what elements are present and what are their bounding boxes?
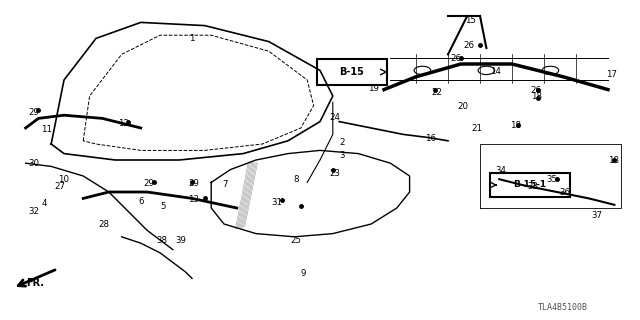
Text: 35: 35: [547, 175, 558, 184]
Text: 25: 25: [291, 236, 302, 245]
Text: 20: 20: [457, 102, 468, 111]
Text: 21: 21: [471, 124, 483, 133]
Text: 17: 17: [605, 70, 617, 79]
Text: 29: 29: [189, 179, 199, 188]
Text: 6: 6: [138, 197, 143, 206]
Text: 5: 5: [161, 202, 166, 211]
Text: 38: 38: [156, 236, 168, 245]
Text: 1: 1: [189, 34, 195, 43]
Text: 29: 29: [144, 179, 154, 188]
FancyBboxPatch shape: [317, 59, 387, 85]
Text: 26: 26: [451, 54, 462, 63]
Text: 30: 30: [28, 159, 40, 168]
Text: B-15-1: B-15-1: [513, 180, 547, 189]
Text: 33: 33: [527, 182, 539, 191]
Text: 26: 26: [463, 41, 475, 50]
Text: 14: 14: [490, 67, 502, 76]
Text: 18: 18: [607, 156, 619, 165]
Text: B-15: B-15: [340, 67, 364, 77]
FancyBboxPatch shape: [490, 173, 570, 197]
Text: 26: 26: [531, 86, 542, 95]
Text: 13: 13: [188, 195, 200, 204]
Text: 10: 10: [58, 175, 70, 184]
Text: 29: 29: [29, 108, 39, 117]
Text: 23: 23: [329, 169, 340, 178]
Text: 11: 11: [40, 125, 52, 134]
Text: TLA4B5100B: TLA4B5100B: [538, 303, 588, 312]
Text: 12: 12: [118, 119, 129, 128]
Text: 32: 32: [28, 207, 40, 216]
Text: 34: 34: [495, 166, 507, 175]
Text: 19: 19: [368, 84, 378, 93]
Text: 27: 27: [54, 182, 65, 191]
Text: 36: 36: [559, 188, 571, 197]
Text: 31: 31: [271, 198, 283, 207]
Text: 8: 8: [294, 175, 299, 184]
Text: 2: 2: [340, 138, 345, 147]
Text: 4: 4: [42, 199, 47, 208]
Text: 18: 18: [510, 121, 522, 130]
Text: 37: 37: [591, 211, 603, 220]
Text: 15: 15: [465, 16, 476, 25]
Text: 22: 22: [431, 88, 443, 97]
Text: FR.: FR.: [26, 278, 44, 288]
Text: 9: 9: [300, 269, 305, 278]
Text: 39: 39: [176, 236, 186, 245]
Text: 28: 28: [99, 220, 110, 229]
Text: 24: 24: [329, 113, 340, 122]
Text: 18: 18: [531, 92, 542, 101]
Text: 7: 7: [223, 180, 228, 188]
Text: 16: 16: [425, 134, 436, 143]
Text: 3: 3: [340, 151, 345, 160]
